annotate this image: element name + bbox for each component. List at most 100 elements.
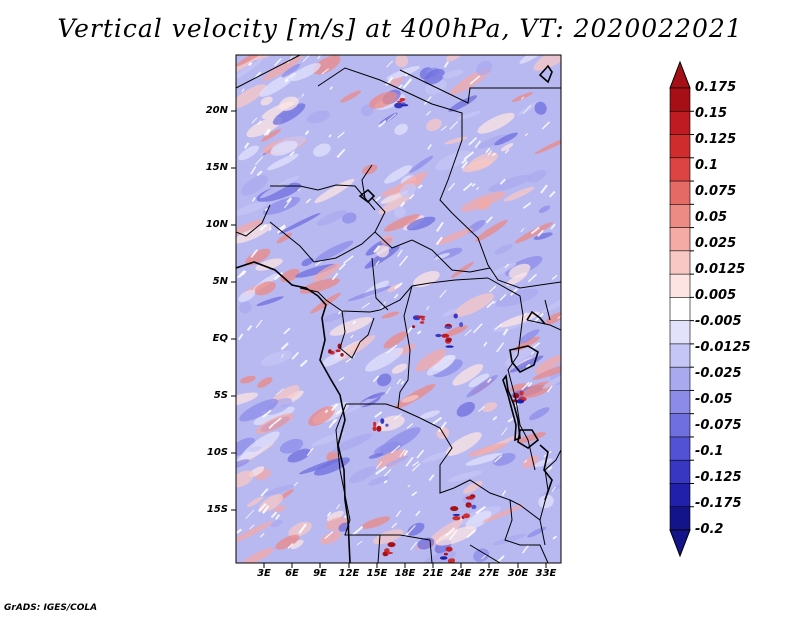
field-blob: [238, 289, 256, 303]
field-blob: [492, 533, 526, 546]
field-streak: [284, 72, 296, 81]
field-blob: [308, 406, 335, 426]
field-blob: [494, 288, 539, 307]
field-streak: [547, 466, 553, 471]
field-streak: [281, 353, 284, 358]
field-blob: [426, 355, 456, 376]
field-blob: [433, 252, 450, 260]
field-streak: [409, 193, 415, 200]
field-streak: [485, 216, 493, 224]
field-blob: [419, 410, 440, 420]
field-streak: [499, 178, 506, 185]
colorbar-top-arrow: [669, 60, 691, 89]
x-label-24e: 24E: [450, 568, 472, 579]
field-streak: [321, 68, 329, 75]
field-streak: [352, 525, 364, 536]
field-streak: [280, 342, 289, 351]
field-blob: [368, 392, 386, 399]
field-streak: [385, 386, 392, 395]
colorbar-label: -0.025: [695, 366, 742, 381]
field-core: [452, 516, 461, 521]
field-streak: [486, 300, 495, 309]
field-streak: [499, 294, 507, 301]
field-blob: [342, 212, 357, 224]
field-streak: [399, 449, 406, 458]
field-streak: [324, 409, 329, 414]
colorbar-label: 0.05: [695, 210, 728, 225]
colorbar-bottom-arrow: [669, 529, 691, 558]
colorbar-box: [669, 506, 691, 531]
field-streak: [287, 55, 294, 64]
field-core: [519, 390, 524, 396]
x-label-30e: 30E: [507, 568, 529, 579]
field-core: [443, 552, 448, 556]
field-streak: [375, 260, 380, 266]
field-streak: [406, 422, 414, 429]
field-streak: [507, 416, 515, 423]
field-core: [386, 551, 394, 555]
field-streak: [464, 329, 472, 336]
field-streak: [274, 514, 281, 520]
field-core: [394, 102, 404, 109]
field-blob: [518, 329, 540, 344]
field-blob: [421, 450, 453, 463]
field-streak: [251, 117, 258, 124]
field-streak: [256, 170, 263, 177]
field-core: [439, 556, 448, 560]
field-streak: [372, 375, 380, 383]
field-streak: [317, 55, 322, 60]
field-blob: [477, 112, 515, 134]
field-core: [459, 322, 464, 328]
colorbar-box: [669, 483, 691, 508]
colorbar-box: [669, 110, 691, 136]
field-blob: [260, 96, 273, 106]
field-streak: [397, 249, 403, 257]
field-streak: [403, 450, 409, 457]
field-blob: [238, 145, 260, 161]
field-streak: [522, 104, 532, 114]
field-core: [453, 313, 458, 319]
colorbar-label: -0.05: [695, 392, 733, 407]
colorbar-box: [669, 320, 691, 345]
country-borders: [236, 55, 561, 563]
field-streak: [546, 385, 553, 393]
field-streak: [527, 273, 538, 283]
field-blob: [534, 458, 553, 467]
field-blob: [236, 201, 267, 216]
field-blob: [376, 245, 390, 258]
colorbar-label: -0.075: [695, 418, 742, 433]
field-blob: [365, 347, 404, 372]
colorbar-label: 0.005: [695, 288, 737, 303]
field-streak: [466, 529, 476, 539]
field-streak: [424, 96, 432, 106]
field-streak: [375, 461, 383, 470]
field-core: [411, 325, 416, 328]
field-blob: [281, 63, 301, 78]
field-blob: [391, 363, 408, 374]
field-core: [335, 349, 341, 353]
field-streak: [268, 227, 272, 232]
field-streak: [449, 529, 458, 540]
colorbar-box: [669, 180, 691, 205]
field-streak: [378, 120, 387, 128]
field-blob: [445, 55, 462, 62]
field-streak: [335, 503, 341, 510]
field-blob: [372, 529, 404, 545]
field-streak: [333, 418, 338, 424]
field-streak: [399, 201, 406, 208]
colorbar-box: [669, 436, 691, 461]
field-streak: [343, 255, 354, 264]
field-blob: [519, 55, 546, 64]
field-blob: [260, 175, 300, 199]
x-label-27e: 27E: [478, 568, 500, 579]
field-streak: [483, 341, 488, 347]
field-streak: [444, 527, 456, 537]
field-blob: [457, 110, 482, 120]
field-streak: [279, 224, 286, 230]
field-streak: [463, 151, 475, 161]
colorbar-box: [669, 413, 691, 438]
field-streak: [250, 249, 258, 258]
field-blob: [240, 431, 280, 461]
field-streak: [390, 445, 401, 454]
field-streak: [504, 263, 510, 269]
